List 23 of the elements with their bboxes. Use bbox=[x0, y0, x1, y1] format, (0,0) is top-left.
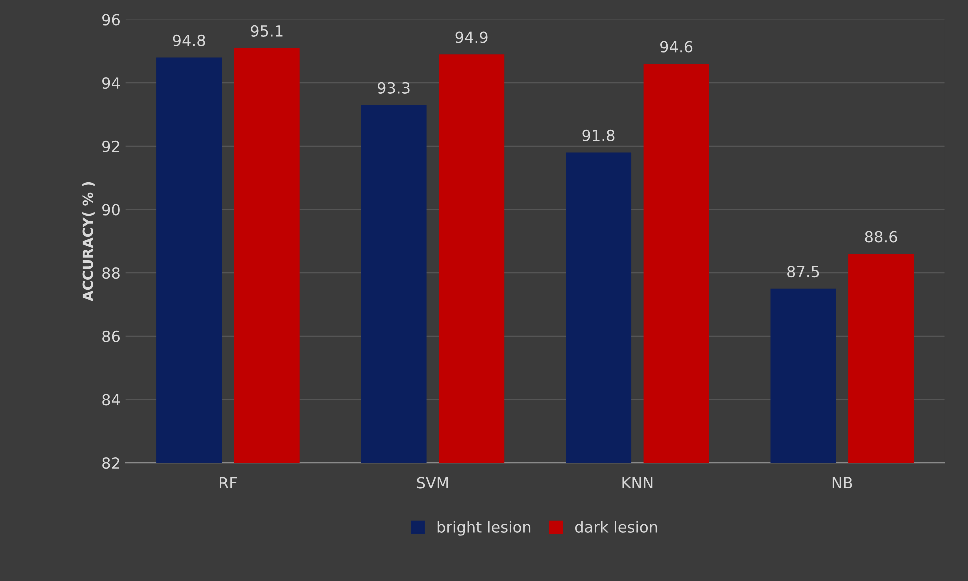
y-tick-label: 86 bbox=[102, 330, 120, 342]
data-label: 88.6 bbox=[865, 231, 898, 243]
data-label: 95.1 bbox=[251, 25, 283, 37]
x-tick-label: NB bbox=[832, 477, 852, 489]
data-label: 94.6 bbox=[660, 41, 693, 53]
y-tick-label: 82 bbox=[102, 458, 120, 470]
data-label: 91.8 bbox=[582, 130, 615, 142]
y-axis-title: ACCURACY( % ) bbox=[82, 182, 95, 302]
y-tick-label: 96 bbox=[102, 14, 120, 26]
y-tick-label: 92 bbox=[102, 140, 120, 152]
data-label: 87.5 bbox=[788, 266, 820, 278]
legend-label: dark lesion bbox=[575, 521, 658, 533]
x-tick-label: RF bbox=[220, 477, 238, 489]
y-tick-label: 88 bbox=[102, 268, 120, 280]
legend-label: bright lesion bbox=[438, 521, 531, 536]
data-label: 94.9 bbox=[456, 32, 488, 44]
data-label: 93.3 bbox=[378, 82, 410, 94]
data-label: 94.8 bbox=[173, 34, 206, 46]
y-tick-label: 90 bbox=[102, 204, 120, 216]
x-tick-label: SVM bbox=[417, 477, 448, 489]
x-tick-label: KNN bbox=[622, 477, 653, 489]
y-tick-label: 94 bbox=[102, 78, 120, 90]
y-tick-label: 84 bbox=[102, 394, 120, 406]
